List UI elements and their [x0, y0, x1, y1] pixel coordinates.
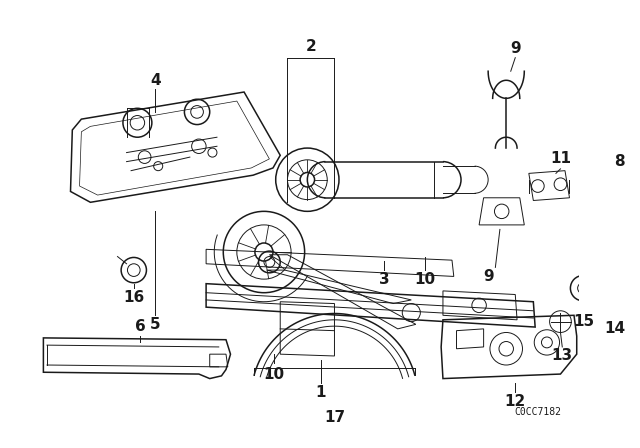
Text: 3: 3	[379, 271, 390, 287]
Text: 9: 9	[510, 41, 520, 56]
Text: 16: 16	[123, 290, 145, 305]
Text: 6: 6	[135, 319, 145, 334]
Text: 5: 5	[150, 317, 161, 332]
Text: 17: 17	[324, 410, 345, 425]
Text: 13: 13	[552, 349, 573, 363]
Text: 2: 2	[305, 39, 316, 54]
Text: 14: 14	[604, 321, 625, 336]
Text: 10: 10	[263, 366, 284, 382]
Text: 4: 4	[150, 73, 161, 88]
Text: C0CC7182: C0CC7182	[515, 407, 561, 417]
Text: 12: 12	[504, 394, 526, 409]
Text: 8: 8	[614, 154, 625, 169]
Text: 9: 9	[483, 269, 493, 284]
Text: 15: 15	[573, 314, 595, 329]
Text: 1: 1	[316, 385, 326, 400]
Text: 10: 10	[414, 271, 435, 287]
Text: 11: 11	[550, 151, 571, 166]
